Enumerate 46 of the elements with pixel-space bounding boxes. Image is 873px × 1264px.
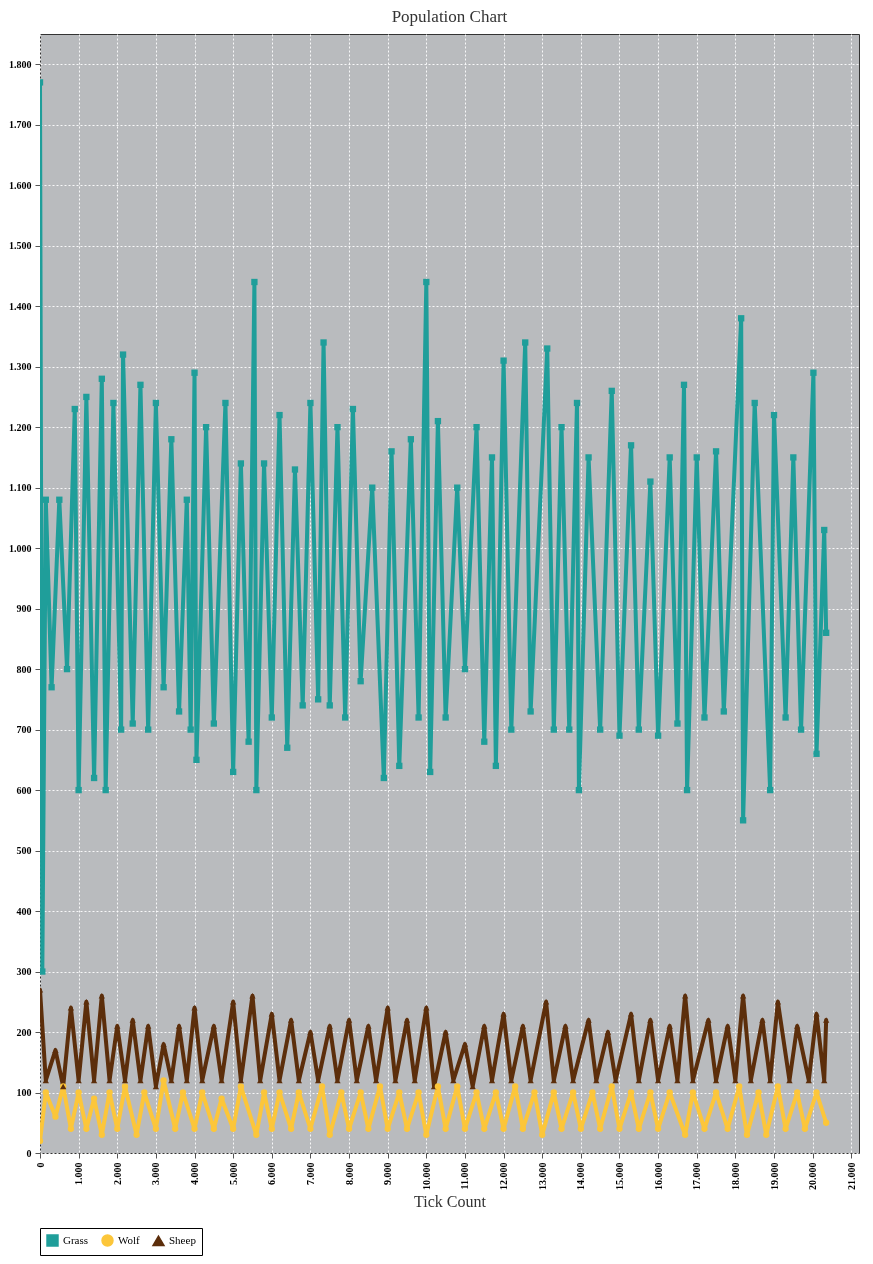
x-tick-label: 0 <box>34 1162 46 1168</box>
y-tick-label: 900 <box>16 603 32 615</box>
x-tick-label: 16.000 <box>652 1162 664 1190</box>
y-tick-label: 1.500 <box>9 240 32 252</box>
chart-title: Population Chart <box>391 7 508 26</box>
x-tick-label: 9.000 <box>382 1162 394 1185</box>
x-tick-label: 4.000 <box>189 1162 201 1185</box>
x-tick-label: 13.000 <box>536 1162 548 1190</box>
y-tick-label: 100 <box>16 1087 32 1099</box>
x-tick-label: 12.000 <box>498 1162 510 1190</box>
y-tick-label: 1.600 <box>9 179 32 191</box>
y-tick-label: 200 <box>16 1026 32 1038</box>
x-tick-label: 19.000 <box>768 1162 780 1190</box>
y-tick-label: 1.300 <box>9 361 32 373</box>
y-tick-label: 1.200 <box>9 421 32 433</box>
x-tick-label: 8.000 <box>343 1162 355 1185</box>
x-tick-label: 18.000 <box>729 1162 741 1190</box>
y-tick-label: 400 <box>16 905 32 917</box>
x-tick-label: 17.000 <box>691 1162 703 1190</box>
y-tick-label: 300 <box>16 966 32 978</box>
x-axis-title: Tick Count <box>414 1193 487 1210</box>
y-tick-label: 1.000 <box>9 542 32 554</box>
x-tick-label: 2.000 <box>111 1162 123 1185</box>
y-tick-label: 700 <box>16 724 32 736</box>
x-tick-label: 15.000 <box>613 1162 625 1190</box>
y-tick-label: 1.400 <box>9 300 32 312</box>
y-tick-label: 600 <box>16 784 32 796</box>
x-tick-label: 11.000 <box>459 1162 471 1190</box>
x-tick-label: 10.000 <box>420 1162 432 1190</box>
x-tick-label: 1.000 <box>73 1162 85 1185</box>
x-tick-label: 14.000 <box>575 1162 587 1190</box>
y-tick-label: 1.100 <box>9 482 32 494</box>
y-tick-label: 0 <box>26 1147 32 1159</box>
legend-label: Wolf <box>118 1233 141 1246</box>
y-tick-label: 500 <box>16 845 32 857</box>
x-tick-label: 3.000 <box>150 1162 162 1185</box>
x-tick-label: 5.000 <box>227 1162 239 1185</box>
x-tick-label: 6.000 <box>266 1162 278 1185</box>
y-tick-label: 1.700 <box>9 119 32 131</box>
y-tick-label: 800 <box>16 663 32 675</box>
y-tick-label: 1.800 <box>9 58 32 70</box>
x-tick-label: 7.000 <box>304 1162 316 1185</box>
x-tick-label: 20.000 <box>807 1162 819 1190</box>
x-tick-label: 21.000 <box>845 1162 857 1190</box>
legend-label: Grass <box>63 1233 89 1246</box>
legend-label: Sheep <box>169 1233 197 1246</box>
